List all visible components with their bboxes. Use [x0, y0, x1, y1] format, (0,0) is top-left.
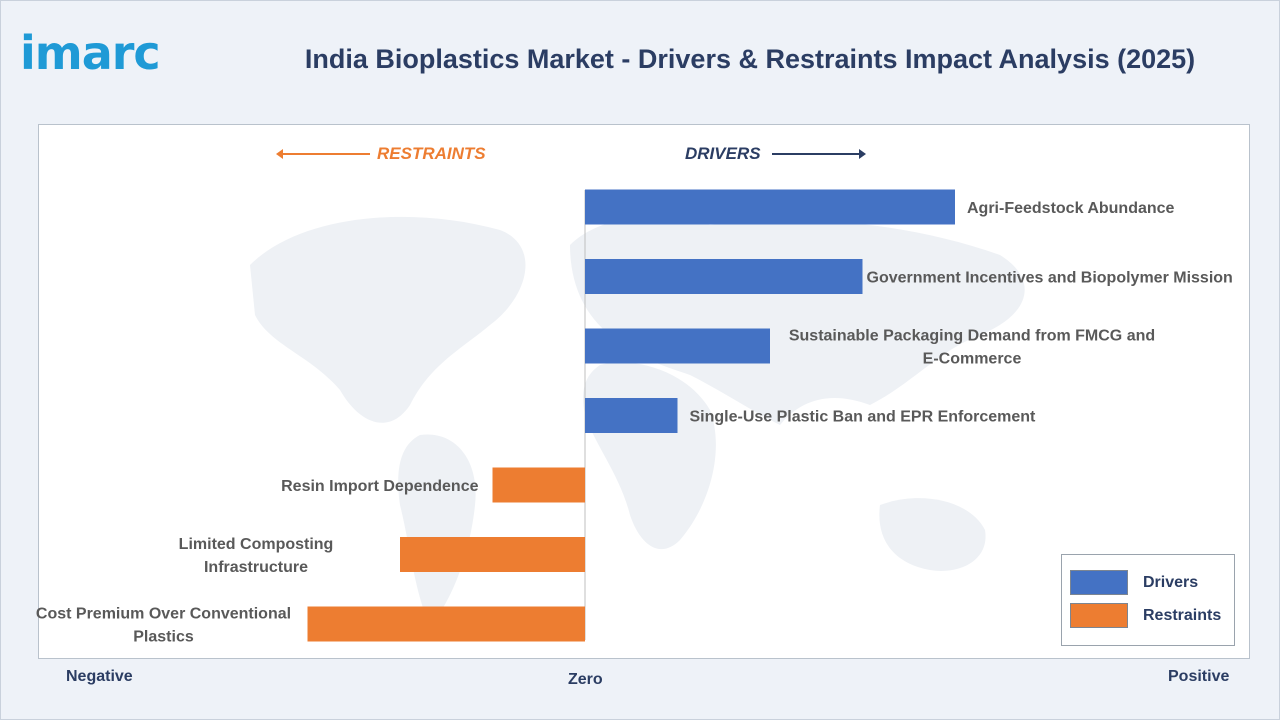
bar-drivers-4: [585, 398, 678, 433]
drivers-direction-label: DRIVERS: [685, 144, 761, 163]
category-label-5: Resin Import Dependence: [281, 478, 478, 495]
restraints-arrow-icon: [276, 149, 370, 159]
bar-restraints-7: [307, 606, 585, 642]
bar-drivers-2: [585, 259, 863, 294]
category-label-4: Single-Use Plastic Ban and EPR Enforceme…: [690, 409, 1037, 426]
legend-item-restraints: Restraints: [1070, 603, 1221, 628]
legend-label-drivers: Drivers: [1143, 573, 1199, 591]
bar-drivers-1: [585, 189, 955, 225]
category-label-2: Government Incentives and Biopolymer Mis…: [867, 270, 1233, 287]
restraints-direction-label: RESTRAINTS: [377, 144, 486, 163]
legend-label-restraints: Restraints: [1143, 606, 1222, 624]
chart-title: India Bioplastics Market - Drivers & Res…: [304, 44, 1196, 74]
axis-positive-label: Positive: [1168, 668, 1230, 685]
legend-item-drivers: Drivers: [1070, 570, 1198, 595]
drivers-arrow-icon: [772, 149, 866, 159]
axis-negative-label: Negative: [66, 668, 133, 685]
category-label-6: Limited Composting Infrastructure: [179, 536, 334, 576]
bar-drivers-3: [585, 328, 770, 364]
bar-restraints-5: [492, 467, 585, 503]
restraints-swatch: [1070, 603, 1128, 628]
chart-legend: Drivers Restraints: [1061, 554, 1235, 646]
imarc-logo: imarc: [20, 26, 161, 80]
drivers-swatch: [1070, 570, 1128, 595]
axis-zero-label: Zero: [568, 671, 603, 688]
category-label-7: Cost Premium Over Conventional Plastics: [36, 606, 291, 646]
category-label-1: Agri-Feedstock Abundance: [967, 200, 1175, 217]
category-label-3: Sustainable Packaging Demand from FMCG a…: [789, 328, 1155, 368]
bar-restraints-6: [400, 537, 585, 572]
